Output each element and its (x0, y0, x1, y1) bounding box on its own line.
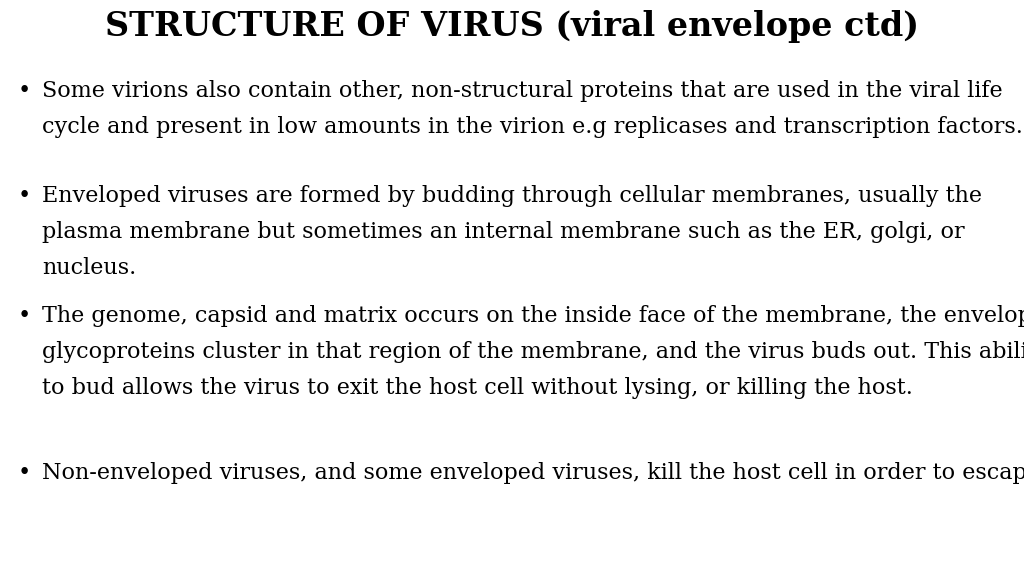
Text: •: • (18, 185, 32, 207)
Text: •: • (18, 305, 32, 327)
Text: Some virions also contain other, non-structural proteins that are used in the vi: Some virions also contain other, non-str… (42, 80, 1002, 102)
Text: nucleus.: nucleus. (42, 257, 136, 279)
Text: Enveloped viruses are formed by budding through cellular membranes, usually the: Enveloped viruses are formed by budding … (42, 185, 982, 207)
Text: plasma membrane but sometimes an internal membrane such as the ER, golgi, or: plasma membrane but sometimes an interna… (42, 221, 965, 243)
Text: cycle and present in low amounts in the virion e.g replicases and transcription : cycle and present in low amounts in the … (42, 116, 1023, 138)
Text: •: • (18, 462, 32, 484)
Text: The genome, capsid and matrix occurs on the inside face of the membrane, the env: The genome, capsid and matrix occurs on … (42, 305, 1024, 327)
Text: •: • (18, 80, 32, 102)
Text: glycoproteins cluster in that region of the membrane, and the virus buds out. Th: glycoproteins cluster in that region of … (42, 341, 1024, 363)
Text: Non-enveloped viruses, and some enveloped viruses, kill the host cell in order t: Non-enveloped viruses, and some envelope… (42, 462, 1024, 484)
Text: to bud allows the virus to exit the host cell without lysing, or killing the hos: to bud allows the virus to exit the host… (42, 377, 912, 399)
Text: STRUCTURE OF VIRUS (viral envelope ctd): STRUCTURE OF VIRUS (viral envelope ctd) (105, 10, 919, 43)
